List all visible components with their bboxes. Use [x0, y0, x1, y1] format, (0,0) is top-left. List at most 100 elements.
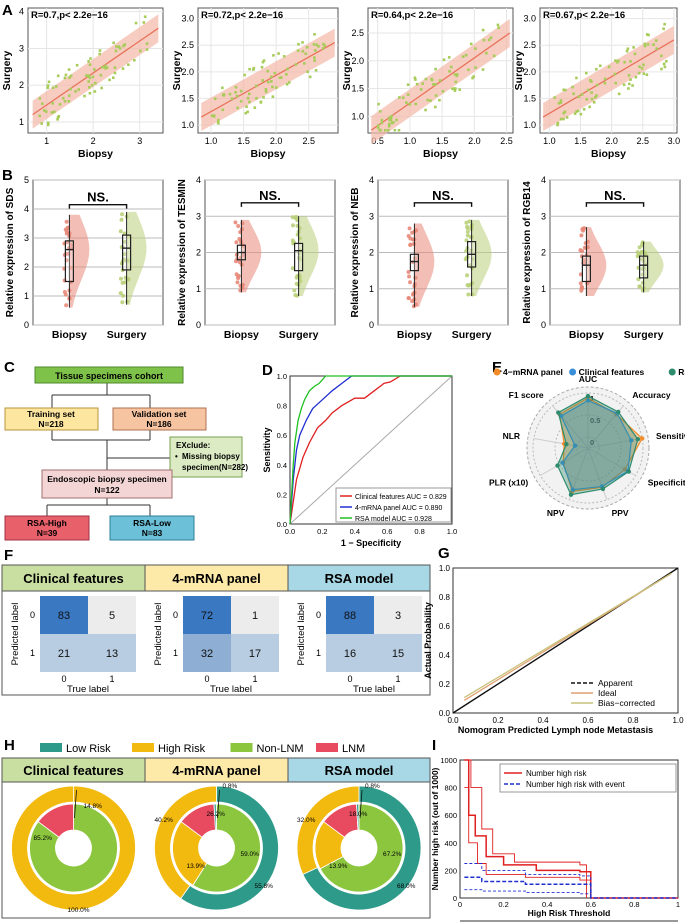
data-point: [262, 59, 266, 62]
data-point: [639, 243, 644, 248]
data-point: [118, 276, 123, 281]
data-point: [496, 23, 500, 27]
data-point: [252, 68, 255, 71]
y-axis-label: Predicted label: [296, 603, 307, 666]
radar-ring: [554, 414, 622, 482]
data-point: [407, 274, 412, 279]
data-point: [118, 47, 122, 50]
y-tick-label: 400: [444, 839, 457, 848]
matrix-cell: [183, 634, 231, 672]
matrix-cell-value: 17: [249, 648, 261, 660]
data-point: [292, 288, 297, 293]
slice-label: 0.8%: [365, 783, 380, 790]
y-tick-label: 0: [30, 610, 35, 620]
donut-title: RSA model: [325, 763, 394, 778]
donut-hole: [342, 831, 376, 865]
radar-point: [635, 437, 641, 442]
panel-label-d: D: [262, 362, 273, 379]
data-point: [47, 80, 51, 84]
x-tick-label: 1.0: [447, 527, 457, 536]
data-point: [120, 300, 125, 305]
data-point: [376, 124, 380, 128]
data-point: [246, 110, 249, 114]
data-point: [279, 76, 283, 79]
matrix-cell-value: 5: [109, 610, 115, 622]
data-point: [580, 93, 584, 96]
data-point: [453, 87, 456, 90]
data-point: [481, 28, 485, 32]
x-axis-label: Biopsy: [591, 148, 626, 160]
data-point: [237, 236, 242, 241]
axis-label: Sensitivity: [656, 431, 685, 441]
donut-hole: [199, 831, 234, 865]
data-point: [122, 239, 127, 244]
x-tick-label: 0.4: [542, 900, 552, 909]
data-point: [46, 84, 50, 87]
data-point: [51, 102, 54, 105]
legend-label: Ideal: [598, 688, 617, 698]
data-point: [230, 97, 234, 100]
legend-label: Clinical features: [579, 367, 645, 377]
x-tick-label: 0.8: [627, 716, 639, 725]
legend-swatch: [40, 743, 62, 752]
y-tick-label: 0.2: [277, 490, 287, 499]
box: [294, 242, 304, 272]
data-point: [562, 111, 566, 115]
data-point: [243, 73, 246, 77]
high-risk-curve: [464, 759, 678, 899]
y-axis-label: Relative expression of TESMIN: [177, 179, 188, 326]
x-tick-label: 2.5: [636, 136, 649, 146]
data-point: [455, 74, 459, 78]
data-point: [432, 83, 435, 86]
data-point: [112, 76, 115, 80]
regression-line: [542, 39, 675, 118]
legend-label: Number high risk: [526, 769, 587, 778]
category-label: Biopsy: [397, 329, 432, 341]
x-tick-label: 0.8: [414, 527, 424, 536]
data-point: [642, 63, 645, 67]
panel-label-b: B: [2, 167, 13, 184]
data-point: [210, 114, 214, 118]
y-tick-label: 0: [453, 894, 457, 903]
matrix-cell-value: 32: [201, 648, 213, 660]
radar-point: [568, 492, 574, 497]
data-point: [87, 80, 90, 83]
data-point: [120, 212, 125, 217]
y-tick-label: 0: [196, 320, 201, 330]
matrix-cell-value: 3: [395, 610, 401, 622]
violin-shape: [126, 211, 147, 305]
label-leader-line: [74, 789, 77, 819]
x-tick-label: 1.0: [672, 716, 684, 725]
y-tick-label: 600: [444, 811, 457, 820]
data-point: [588, 105, 591, 109]
x-tick-label: 1.0: [404, 136, 417, 146]
data-point: [643, 42, 647, 46]
axis-label: F1 score: [509, 390, 544, 400]
matrix-cell: [88, 596, 136, 634]
slice-label: 32.0%: [297, 817, 316, 824]
radar-ring: [576, 436, 600, 460]
data-point: [603, 77, 607, 81]
radar-point: [639, 436, 645, 441]
data-point: [451, 87, 454, 91]
x-axis-label: Nomogram Predicted Lymph node Metastasis: [458, 725, 653, 735]
data-point: [63, 76, 67, 80]
data-point: [380, 121, 384, 125]
x-tick-label: 0.4: [350, 527, 360, 536]
panel-e-radar-chart: 10.50AUCAccuracySensitivitySpecificityPP…: [489, 367, 685, 518]
legend-label: Low Risk: [66, 743, 111, 755]
data-point: [559, 117, 563, 121]
data-point: [662, 27, 665, 31]
correlation-label: R=0.67,p< 2.2e−16: [543, 10, 625, 21]
y-tick-label: 4: [24, 204, 29, 214]
data-point: [629, 60, 632, 63]
data-point: [387, 128, 390, 132]
slice-label: 13.9%: [187, 863, 206, 870]
data-point: [553, 96, 557, 99]
data-point: [275, 86, 278, 89]
matrix-cell: [326, 596, 374, 634]
y-tick-label: 0.6: [277, 431, 287, 440]
data-point: [88, 76, 92, 80]
category-label: Surgery: [107, 329, 147, 341]
matrix-header: [1, 564, 146, 592]
